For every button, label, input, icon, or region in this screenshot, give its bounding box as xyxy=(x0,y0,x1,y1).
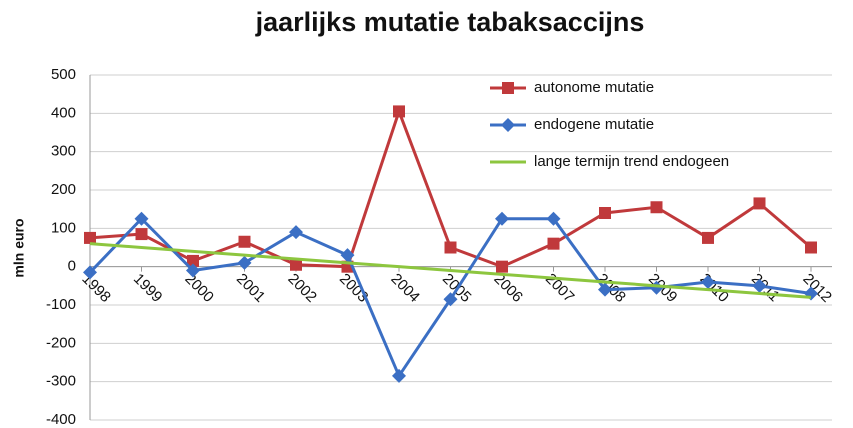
x-tick-label: 1998 xyxy=(78,270,114,306)
x-tick-label: 2001 xyxy=(233,270,269,306)
x-tick-label: 2004 xyxy=(387,270,423,306)
data-point xyxy=(340,248,355,263)
x-tick-label: 1999 xyxy=(130,270,166,306)
legend-label: autonome mutatie xyxy=(534,79,654,96)
data-point xyxy=(393,105,405,118)
data-point xyxy=(598,282,612,297)
data-point xyxy=(83,265,97,280)
data-point xyxy=(443,292,458,307)
data-point xyxy=(238,235,251,248)
legend-marker xyxy=(502,82,514,94)
data-point xyxy=(290,258,302,271)
y-tick-label: 200 xyxy=(51,181,76,198)
x-tick-label: 2002 xyxy=(284,270,320,306)
data-point xyxy=(135,228,148,241)
x-tick-label: 2007 xyxy=(542,270,578,306)
y-tick-label: 100 xyxy=(51,219,76,236)
data-point xyxy=(289,225,303,240)
data-point xyxy=(237,255,252,270)
data-point xyxy=(752,278,767,293)
data-point xyxy=(753,197,766,210)
y-tick-label: -300 xyxy=(46,373,76,390)
legend-label: endogene mutatie xyxy=(534,116,654,133)
data-point xyxy=(495,211,509,226)
series-line xyxy=(89,242,812,299)
chart-title: jaarlijks mutatie tabaksaccijns xyxy=(255,7,645,37)
data-point xyxy=(547,237,560,250)
data-point xyxy=(392,368,406,383)
y-tick-label: 400 xyxy=(51,104,76,121)
legend-marker xyxy=(501,118,515,132)
data-point xyxy=(444,241,457,254)
data-point xyxy=(650,201,663,214)
y-tick-label: 500 xyxy=(51,66,76,83)
y-tick-label: -100 xyxy=(46,296,76,313)
y-tick-label: -200 xyxy=(46,334,76,351)
y-tick-label: 0 xyxy=(68,258,76,275)
y-axis-label: mln euro xyxy=(11,218,27,277)
y-tick-label: 300 xyxy=(51,143,76,160)
data-point xyxy=(599,207,611,219)
data-point xyxy=(496,260,508,273)
data-point xyxy=(702,231,714,244)
x-tick-label: 2000 xyxy=(181,270,217,306)
x-tick-label: 2012 xyxy=(799,270,835,306)
data-point xyxy=(84,231,96,244)
data-point xyxy=(134,211,149,226)
data-point xyxy=(701,275,715,289)
legend-label: lange termijn trend endogeen xyxy=(534,153,729,170)
y-tick-label: -400 xyxy=(46,411,76,428)
data-point xyxy=(186,263,200,278)
data-point xyxy=(805,241,817,254)
data-point xyxy=(546,211,561,226)
data-point xyxy=(187,254,199,267)
